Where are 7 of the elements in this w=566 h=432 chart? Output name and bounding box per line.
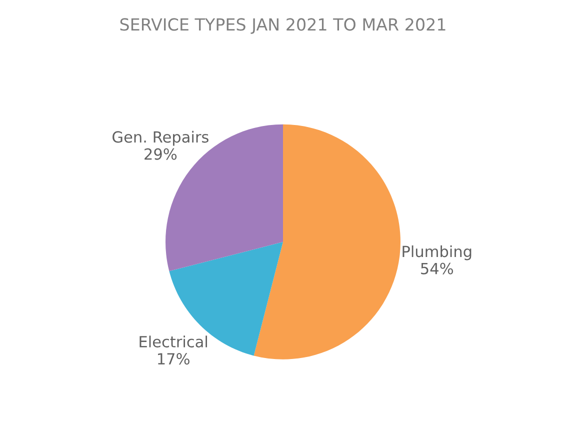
data-label: 54%	[421, 262, 454, 274]
chart-title: SERVICE TYPES JAN 2021 TO MAR 2021	[120, 18, 446, 34]
slice-label: Gen. Repairs	[112, 130, 208, 146]
data-label: 17%	[158, 353, 190, 365]
slice-label: Plumbing	[402, 245, 472, 260]
data-label: 29%	[144, 148, 177, 160]
slice-label: Electrical	[140, 336, 207, 348]
